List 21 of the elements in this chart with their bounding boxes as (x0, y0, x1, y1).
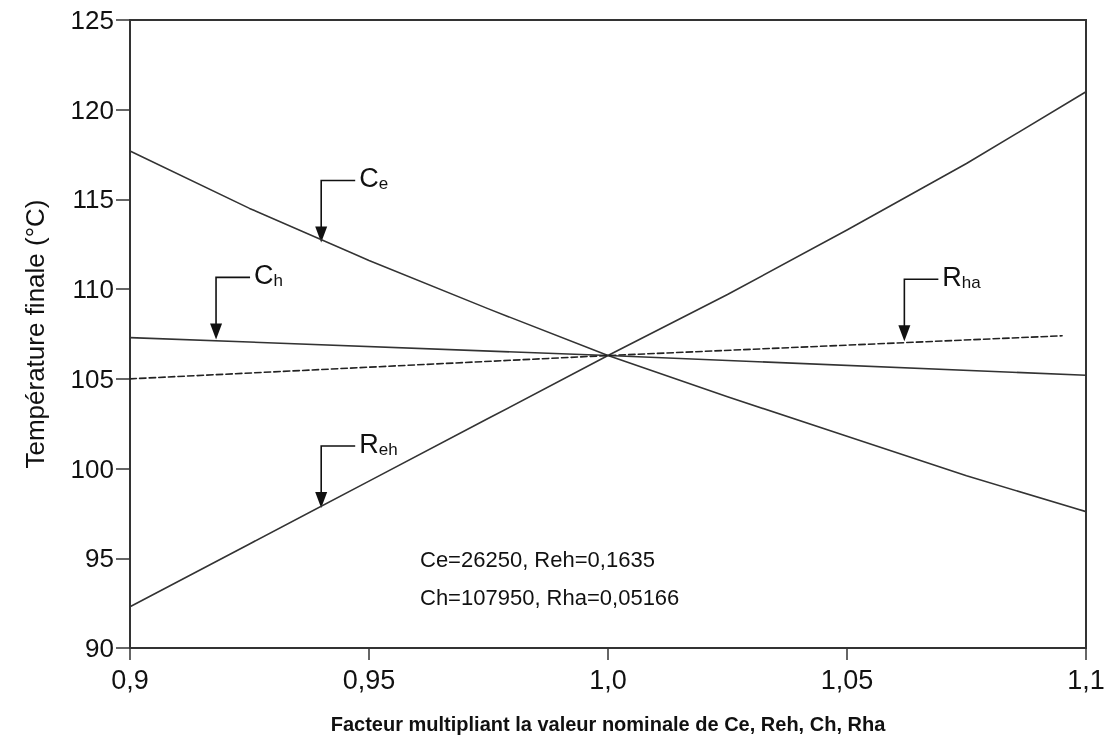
x-tick-label: 1,0 (589, 664, 627, 695)
annotation: Ch (254, 259, 284, 291)
y-tick-label: 115 (72, 184, 114, 215)
annotation: Ce=26250, Reh=0,1635 (420, 546, 655, 572)
y-tick-label: 125 (70, 5, 114, 35)
y-tick-label: 90 (85, 633, 114, 663)
y-axis-title: Température finale (°C) (20, 199, 50, 469)
x-tick-label: 1,1 (1067, 664, 1105, 695)
x-tick-label: 0,95 (342, 664, 396, 695)
annotation: Rha (942, 261, 982, 293)
x-axis-title: Facteur multipliant la valeur nominale de Ce, Reh, Ch, Rha (330, 713, 887, 735)
annotation: Reh (359, 428, 398, 460)
annotation: Ch=107950, Rha=0,05166 (420, 584, 680, 610)
x-tick-label: 1,05 (820, 664, 874, 695)
y-tick-label: 95 (85, 543, 114, 574)
y-tick-label: 120 (70, 94, 114, 125)
x-tick-label: 0,9 (111, 664, 149, 695)
y-tick-label: 100 (70, 453, 114, 484)
annotation: Ce (359, 162, 389, 194)
y-tick-label: 105 (70, 363, 114, 394)
y-tick-label: 110 (72, 274, 114, 305)
